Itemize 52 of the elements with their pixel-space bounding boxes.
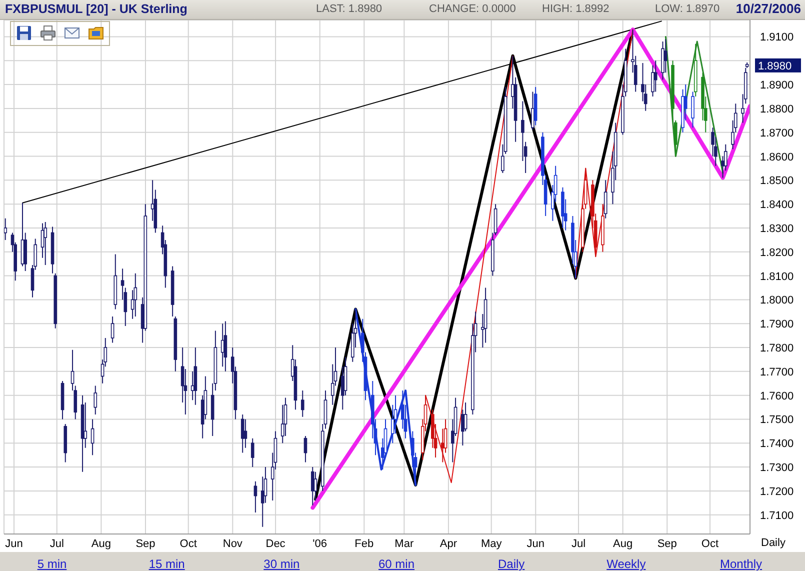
x-tick-label: Sep bbox=[136, 538, 156, 550]
text: Daily bbox=[498, 557, 525, 571]
x-tick-label: Jul bbox=[50, 538, 64, 550]
text: Weekly bbox=[606, 557, 646, 571]
x-axis-title: Daily bbox=[761, 537, 786, 549]
x-tick-label: Aug bbox=[91, 538, 111, 550]
x-tick-label: May bbox=[480, 538, 502, 550]
y-tick-label: 1.8600 bbox=[760, 151, 794, 164]
y-tick-label: 1.8900 bbox=[760, 80, 794, 92]
y-tick-label: 1.8300 bbox=[760, 222, 794, 235]
y-tick-label: 1.7300 bbox=[760, 462, 794, 474]
y-tick-label: 1.7800 bbox=[760, 342, 794, 355]
x-tick-label: Mar bbox=[394, 538, 414, 550]
x-tick-label: Oct bbox=[701, 538, 719, 550]
y-tick-label: 1.8800 bbox=[760, 103, 794, 116]
x-tick-label: Sep bbox=[657, 538, 677, 550]
text: 60 min bbox=[378, 557, 415, 571]
text: HIGH: 1.8992 bbox=[542, 3, 610, 15]
x-tick-label: Apr bbox=[440, 538, 458, 550]
y-tick-label: 1.7700 bbox=[760, 366, 794, 378]
text: 5 min bbox=[37, 557, 67, 571]
text: LAST: 1.8980 bbox=[316, 3, 382, 15]
y-tick-label: 1.7600 bbox=[760, 390, 794, 402]
x-tick-label: Nov bbox=[222, 538, 243, 550]
text: Monthly bbox=[720, 557, 762, 571]
x-tick-label: Dec bbox=[266, 538, 286, 550]
text: 10/27/2006 bbox=[736, 1, 801, 16]
x-tick-label: Oct bbox=[180, 538, 197, 550]
y-tick-label: 1.8400 bbox=[760, 199, 794, 212]
annotation: 1.8980 bbox=[758, 60, 792, 72]
y-tick-label: 1.7400 bbox=[760, 438, 794, 450]
y-tick-label: 1.8500 bbox=[760, 175, 794, 188]
y-tick-label: 1.8000 bbox=[760, 294, 794, 307]
y-tick-label: 1.7200 bbox=[760, 486, 794, 498]
x-tick-label: Aug bbox=[613, 538, 633, 550]
y-tick-label: 1.7900 bbox=[760, 318, 794, 331]
y-tick-label: 1.8200 bbox=[760, 246, 794, 259]
text: LOW: 1.8970 bbox=[655, 3, 720, 15]
y-tick-label: 1.9100 bbox=[760, 32, 794, 44]
x-tick-label: '06 bbox=[312, 538, 328, 550]
chart-title: FXBPUSMUL [20] - UK Sterling bbox=[5, 2, 188, 16]
text: 15 min bbox=[148, 557, 185, 571]
y-tick-label: 1.8100 bbox=[760, 270, 794, 283]
x-tick-label: Feb bbox=[354, 538, 374, 550]
x-tick-label: Jul bbox=[571, 538, 586, 550]
text: CHANGE: 0.0000 bbox=[429, 3, 516, 15]
y-tick-label: 1.7500 bbox=[760, 414, 794, 426]
x-tick-label: Jun bbox=[526, 538, 545, 550]
text: 30 min bbox=[264, 557, 300, 571]
x-tick-label: Jun bbox=[5, 538, 23, 550]
y-tick-label: 1.8700 bbox=[760, 127, 794, 140]
y-tick-label: 1.7100 bbox=[760, 510, 794, 522]
